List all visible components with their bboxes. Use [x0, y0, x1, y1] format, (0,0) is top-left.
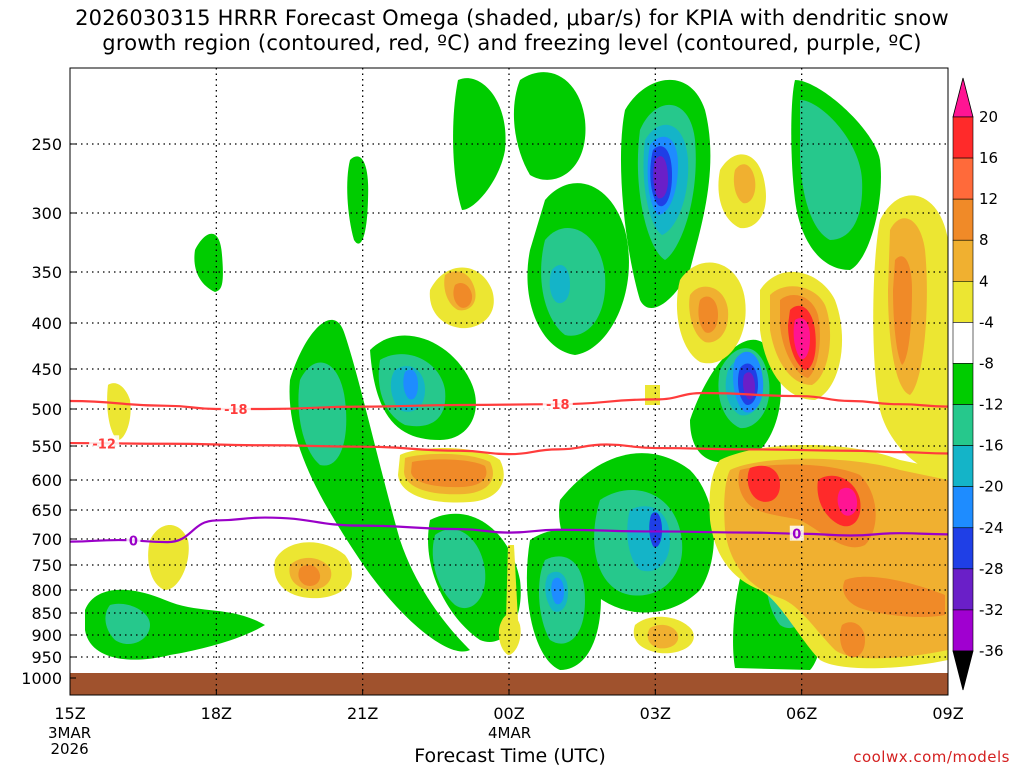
y-tick-label: 500 [31, 400, 62, 419]
colorbar-label: -28 [979, 560, 1004, 578]
colorbar-segment [952, 527, 974, 570]
contour-line [69, 441, 949, 456]
contour-lines: -18 -18 -12 0 0 [69, 391, 949, 550]
colorbar-label: -20 [979, 478, 1004, 496]
colorbar-segment [952, 486, 974, 529]
colorbar-label: 20 [979, 108, 998, 126]
colorbar-segment [952, 363, 974, 405]
x-tick-label: 03Z [640, 704, 671, 723]
omega-shading [85, 72, 948, 670]
colorbar-label: -36 [979, 642, 1004, 660]
contour-label: 0 [792, 528, 801, 543]
contour-label-bg [542, 396, 573, 412]
y-tick-label: 950 [31, 648, 62, 667]
credit-link[interactable]: coolwx.com/models [853, 748, 1010, 766]
contour-label: -12 [92, 437, 116, 452]
title-line-1: 2026030315 HRRR Forecast Omega (shaded, … [75, 6, 949, 30]
y-tick-label: 900 [31, 626, 62, 645]
x-tick-label: 09Z [932, 704, 963, 723]
y-tick-label: 600 [31, 471, 62, 490]
contour-label-bg [89, 435, 120, 451]
contour-label: -18 [224, 403, 248, 418]
colorbar-label: -8 [979, 354, 994, 372]
x-tick-label: 21Z [347, 704, 378, 723]
y-tick-label: 450 [31, 360, 62, 379]
contour-label-bg [220, 401, 251, 416]
x-sub-label-line: 2026 [50, 740, 89, 758]
omega-core-minus24 [653, 156, 668, 199]
colorbar-label: -32 [979, 601, 1004, 619]
contour-label: -18 [546, 398, 570, 413]
y-tick-label: 800 [31, 581, 62, 600]
colorbar-label: 16 [979, 149, 998, 167]
colorbar-segment [952, 322, 974, 364]
colorbar-segment [952, 157, 974, 200]
colorbar-label: -16 [979, 437, 1004, 455]
y-tick-label: 750 [31, 556, 62, 575]
x-tick-label: 00Z [493, 704, 524, 723]
colorbar-label: 12 [979, 190, 998, 208]
colorbar-label: 4 [979, 272, 989, 290]
x-sub-label-4mar: 4MAR [488, 725, 531, 741]
colorbar-label: -24 [979, 519, 1004, 537]
x-tick-label: 15Z [54, 704, 85, 723]
contour-line [69, 516, 949, 544]
colorbar-label: 8 [979, 231, 989, 249]
y-tick-label: 850 [31, 604, 62, 623]
colorbar-segment [952, 445, 974, 487]
x-tick-label: 06Z [786, 704, 817, 723]
y-tick-label: 550 [31, 437, 62, 456]
title-line-2: growth region (contoured, red, ºC) and f… [102, 31, 922, 55]
omega-core4-minus16 [403, 369, 418, 400]
colorbar-segment [952, 116, 974, 159]
y-tick-label: 700 [31, 530, 62, 549]
contour-label-bg [126, 532, 141, 548]
colorbar-segment [952, 609, 974, 652]
x-sub-label-3mar: 3MAR 2026 [48, 725, 91, 757]
y-tick-label: 650 [31, 501, 62, 520]
x-sub-label-line: 4MAR [488, 724, 532, 742]
colorbar-segment [952, 281, 974, 323]
x-axis-label: Forecast Time (UTC) [414, 745, 606, 767]
contour-label-bg [789, 525, 804, 541]
y-tick-label: 1000 [21, 669, 62, 688]
colorbar-segment [952, 198, 974, 241]
y-tick-label: 350 [31, 263, 62, 282]
y-tick-label: 300 [31, 204, 62, 223]
x-tick-label: 18Z [201, 704, 232, 723]
x-axis-ticks: 15Z 18Z 21Z 00Z 03Z 06Z 09Z [54, 689, 964, 723]
colorbar-top-arrow [952, 77, 974, 118]
y-tick-label: 400 [31, 314, 62, 333]
y-tick-label: 250 [31, 135, 62, 154]
omega-core2-minus24 [743, 372, 755, 400]
colorbar-segment [952, 404, 974, 446]
x-sub-label-line: 3MAR [48, 724, 92, 742]
y-axis-ticks: 250 300 350 400 450 500 550 600 650 700 750 800 850 9… [21, 135, 76, 688]
colorbar-label: -12 [979, 396, 1004, 414]
colorbar-bottom-arrow [952, 650, 974, 691]
time-gridlines [215, 68, 803, 695]
colorbar-label: -4 [979, 313, 994, 331]
chart-title: 2026030315 HRRR Forecast Omega (shaded, … [0, 6, 1024, 56]
colorbar-segment [952, 568, 974, 611]
colorbar-segment [952, 239, 974, 282]
contour-label: 0 [129, 535, 138, 550]
omega-core5-minus16 [551, 577, 564, 605]
colorbar: 20 16 12 8 4 -4 -8 -12 -16 -20 -24 -28 -32 -36 [952, 77, 1004, 691]
